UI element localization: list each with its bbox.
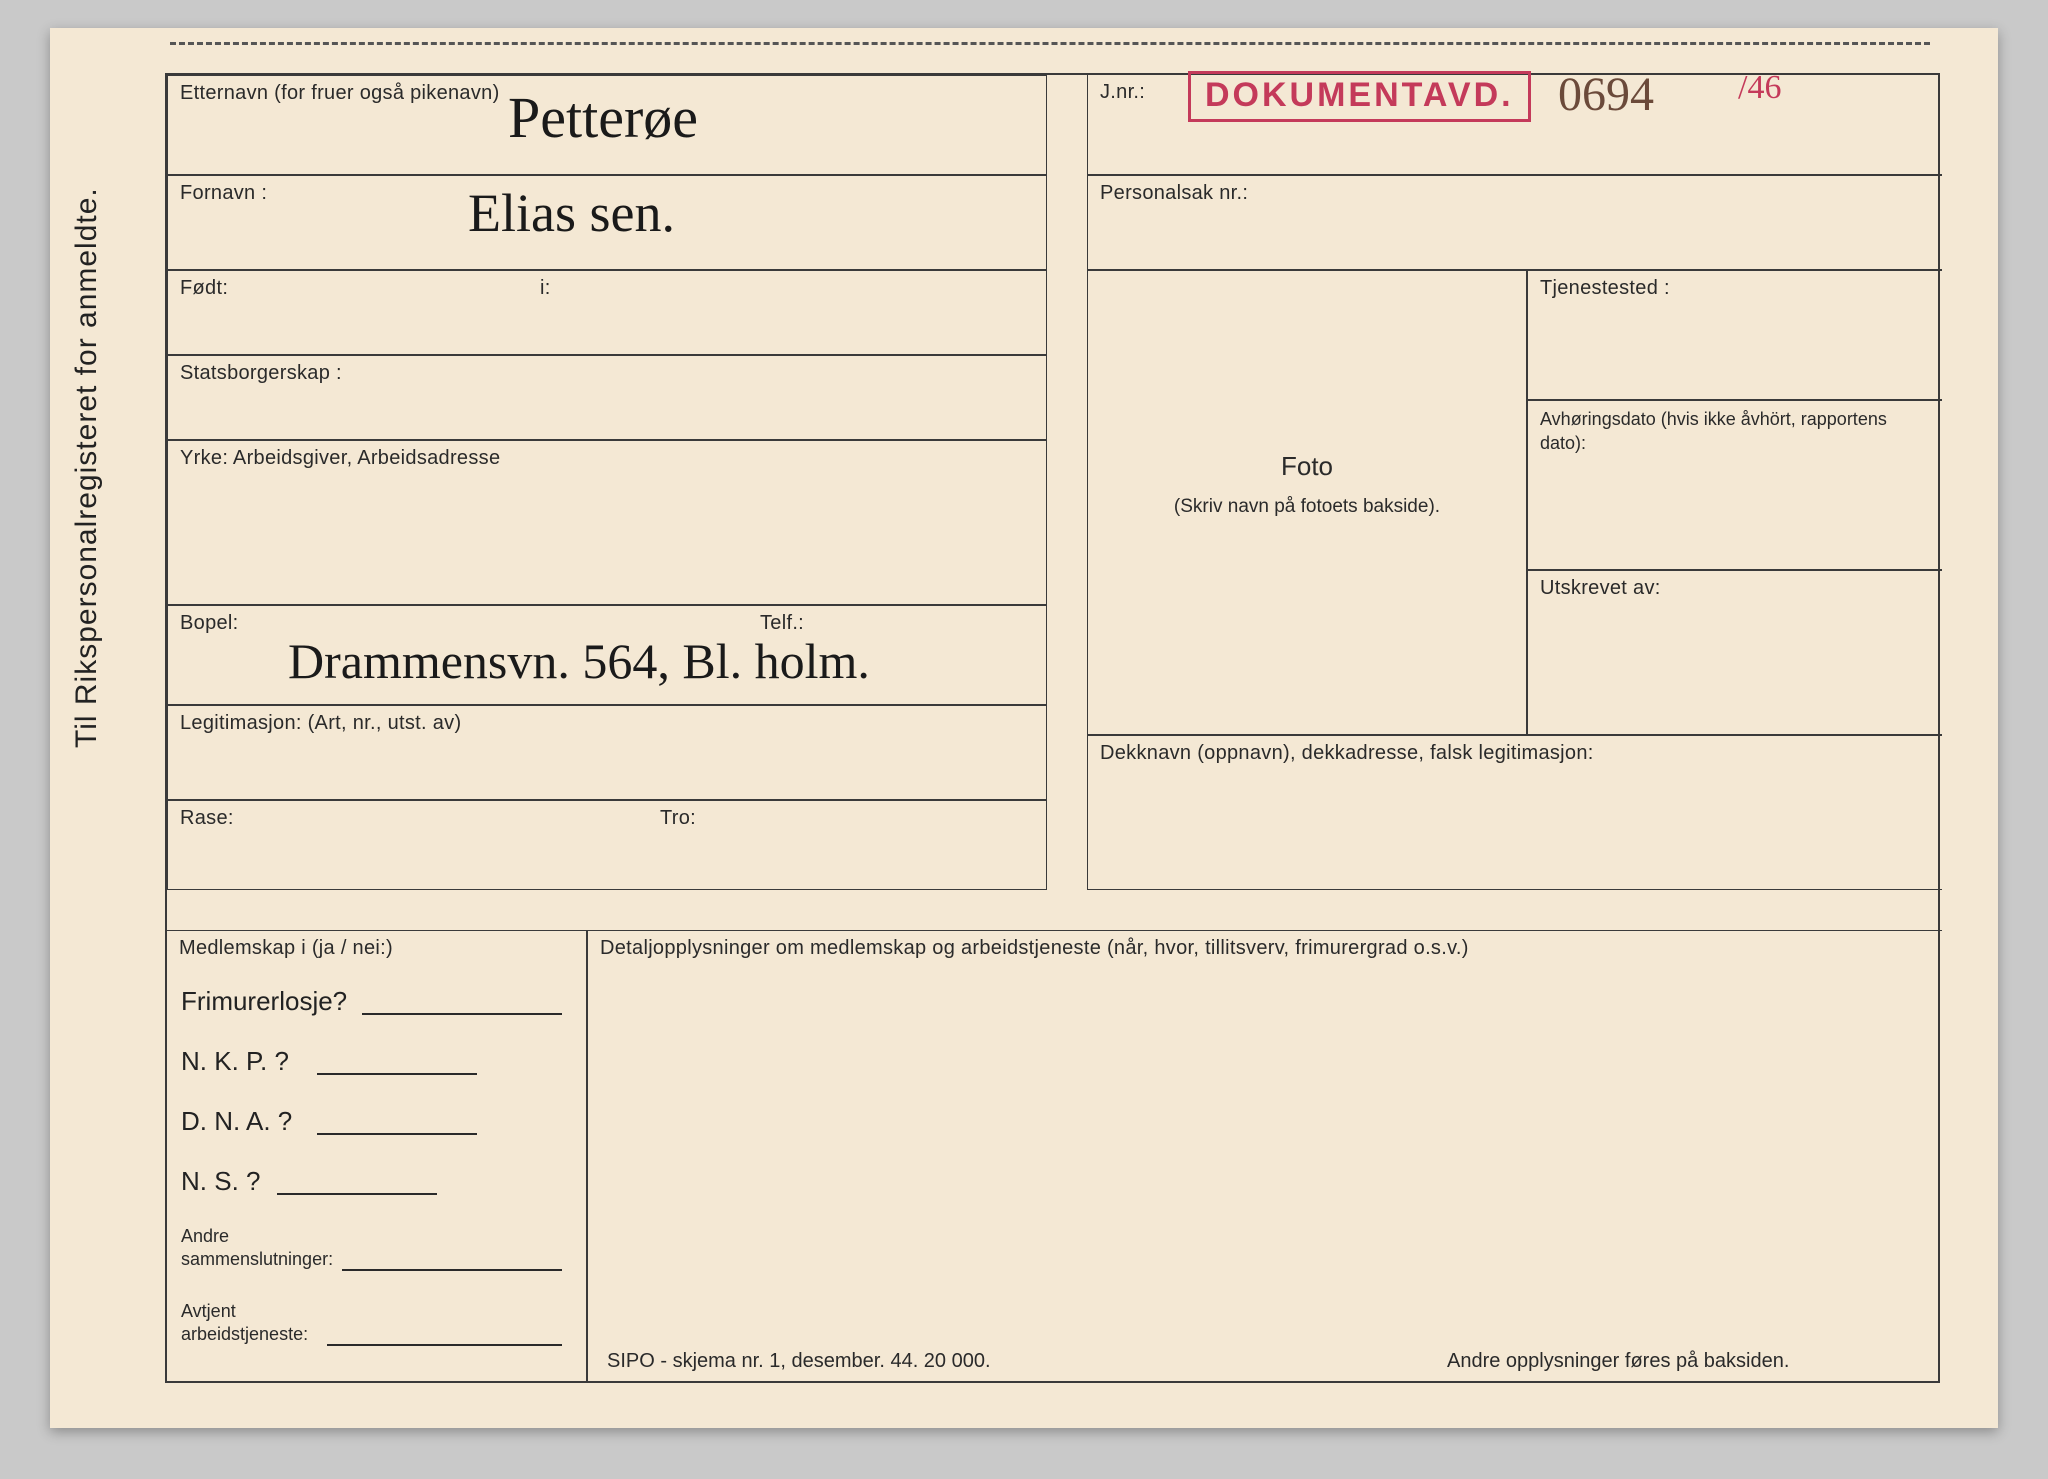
label-foto: Foto <box>1088 451 1526 482</box>
label-statsborgerskap: Statsborgerskap : <box>168 356 1046 385</box>
value-fornavn: Elias sen. <box>468 182 675 244</box>
label-dekknavn: Dekknavn (oppnavn), dekkadresse, falsk l… <box>1088 736 1942 765</box>
cell-yrke: Yrke: Arbeidsgiver, Arbeidsadresse <box>167 440 1047 605</box>
cell-tjenestested: Tjenestested : <box>1527 270 1942 400</box>
cell-statsborgerskap: Statsborgerskap : <box>167 355 1047 440</box>
value-bopel: Drammensvn. 564, Bl. holm. <box>288 632 870 690</box>
label-nkp: N. K. P. ? <box>181 1046 289 1077</box>
label-bopel: Bopel: <box>168 606 249 635</box>
cell-rase-tro: Rase: Tro: <box>167 800 1047 890</box>
line-frimurer <box>362 1013 562 1015</box>
line-avtjent <box>327 1344 562 1346</box>
side-label: Til Rikspersonalregisteret for anmeldte. <box>70 187 104 748</box>
cell-utskrevet: Utskrevet av: <box>1527 570 1942 735</box>
label-utskrevet: Utskrevet av: <box>1528 571 1942 600</box>
stamp-text: DOKUMENTAVD. <box>1205 76 1514 114</box>
label-ns: N. S. ? <box>181 1166 260 1197</box>
perforation-edge <box>170 42 1930 46</box>
cell-personalsak: Personalsak nr.: <box>1087 175 1942 270</box>
label-tro: Tro: <box>648 801 706 830</box>
cell-dekknavn: Dekknavn (oppnavn), dekkadresse, falsk l… <box>1087 735 1942 890</box>
label-personalsak: Personalsak nr.: <box>1088 176 1942 205</box>
footer-left: SIPO - skjema nr. 1, desember. 44. 20 00… <box>607 1350 991 1373</box>
label-avhoringsdato: Avhøringsdato (hvis ikke åvhört, rapport… <box>1528 401 1942 456</box>
label-rase: Rase: <box>168 801 244 830</box>
label-medlemskap: Medlemskap i (ja / nei:) <box>167 931 586 960</box>
cell-bopel: Bopel: Telf.: Drammensvn. 564, Bl. holm. <box>167 605 1047 705</box>
label-avtjent1: Avtjent <box>169 1301 236 1322</box>
value-etternavn: Petterøe <box>508 84 698 151</box>
cell-fodt: Født: i: <box>167 270 1047 355</box>
label-telf: Telf.: <box>748 606 814 635</box>
cell-detalj: Detaljopplysninger om medlemskap og arbe… <box>587 930 1942 1383</box>
cell-etternavn: Etternavn (for fruer også pikenavn) Pett… <box>167 75 1047 175</box>
footer-right: Andre opplysninger føres på baksiden. <box>1447 1350 1789 1373</box>
label-dna: D. N. A. ? <box>181 1106 292 1137</box>
line-dna <box>317 1133 477 1135</box>
cell-foto: Foto (Skriv navn på fotoets bakside). <box>1087 270 1527 735</box>
label-yrke: Yrke: Arbeidsgiver, Arbeidsadresse <box>168 441 1046 470</box>
label-fodt: Født: <box>168 271 238 300</box>
cell-avhoringsdato: Avhøringsdato (hvis ikke åvhört, rapport… <box>1527 400 1942 570</box>
stamp-box: DOKUMENTAVD. <box>1188 71 1531 122</box>
label-legitimasjon: Legitimasjon: (Art, nr., utst. av) <box>168 706 1046 735</box>
line-nkp <box>317 1073 477 1075</box>
cell-fornavn: Fornavn : Elias sen. <box>167 175 1047 270</box>
cell-legitimasjon: Legitimasjon: (Art, nr., utst. av) <box>167 705 1047 800</box>
stamp-number: 0694 <box>1558 67 1654 122</box>
label-foto-sub: (Skriv navn på fotoets bakside). <box>1088 496 1526 518</box>
line-andre <box>342 1269 562 1271</box>
index-card: Til Rikspersonalregisteret for anmeldte.… <box>50 28 1998 1428</box>
cell-jnr: J.nr.: DOKUMENTAVD. 0694 /46 <box>1087 75 1942 175</box>
label-andre1: Andre <box>169 1226 229 1247</box>
label-frimurer: Frimurerlosje? <box>181 986 347 1017</box>
stamp-suffix: /46 <box>1738 69 1781 107</box>
cell-medlemskap: Medlemskap i (ja / nei:) Frimurerlosje? … <box>167 930 587 1383</box>
label-detalj: Detaljopplysninger om medlemskap og arbe… <box>588 931 1942 960</box>
label-fodt-i: i: <box>528 271 561 300</box>
label-avtjent2: arbeidstjeneste: <box>169 1324 308 1345</box>
label-andre2: sammenslutninger: <box>169 1249 333 1270</box>
label-tjenestested: Tjenestested : <box>1528 271 1942 300</box>
form-area: Etternavn (for fruer også pikenavn) Pett… <box>165 73 1940 1383</box>
line-ns <box>277 1193 437 1195</box>
